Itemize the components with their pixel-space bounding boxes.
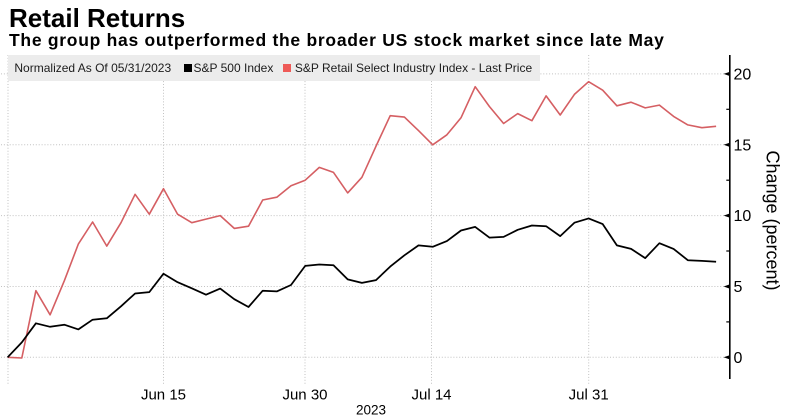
svg-text:Jun 30: Jun 30 bbox=[282, 387, 327, 404]
svg-text:20: 20 bbox=[734, 67, 752, 84]
svg-text:Jul 14: Jul 14 bbox=[411, 387, 451, 404]
svg-text:0: 0 bbox=[734, 350, 743, 367]
svg-text:15: 15 bbox=[734, 137, 752, 154]
svg-text:10: 10 bbox=[734, 208, 752, 225]
svg-text:Jul 31: Jul 31 bbox=[569, 387, 609, 404]
svg-text:2023: 2023 bbox=[356, 403, 386, 418]
svg-text:Jun 15: Jun 15 bbox=[141, 387, 186, 404]
svg-text:Change (percent): Change (percent) bbox=[763, 150, 783, 290]
svg-text:5: 5 bbox=[734, 279, 743, 296]
